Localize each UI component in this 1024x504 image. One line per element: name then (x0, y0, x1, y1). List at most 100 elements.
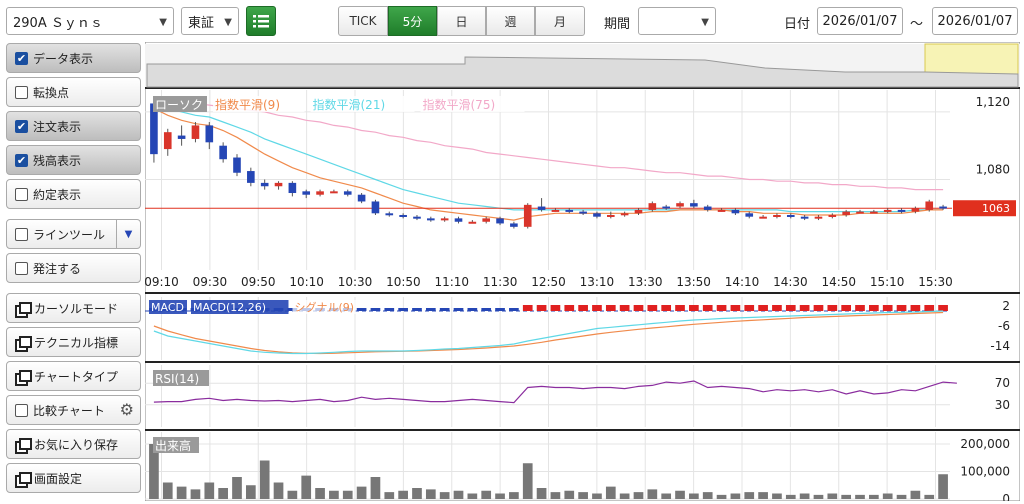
sidebar-item-place-order[interactable]: 発注する (6, 253, 141, 283)
candle (357, 194, 366, 202)
x-tick-label: 12:50 (531, 275, 566, 289)
volume-bar (149, 444, 159, 499)
volume-bar (259, 460, 270, 499)
period-5min-label: 5分 (402, 14, 423, 29)
volume-bar (301, 475, 312, 499)
macd-histogram-bar (730, 305, 741, 311)
legend-bg (213, 96, 305, 112)
sidebar-item-line-tool[interactable]: ラインツール ▼ (6, 219, 141, 249)
legend-bg (153, 370, 209, 386)
volume-bar (661, 493, 672, 499)
sidebar-item-turning-point[interactable]: 転換点 (6, 77, 141, 107)
candle (773, 214, 781, 217)
chevron-down-icon: ▼ (224, 17, 232, 28)
candle (883, 209, 892, 212)
sidebar-item-label: 約定表示 (33, 187, 82, 202)
price-tick-label: 1,120 (976, 95, 1010, 109)
period-range-select[interactable]: ▼ (638, 7, 716, 35)
macd-line (153, 310, 944, 355)
rsi-tick-label: 70 (995, 376, 1010, 390)
sidebar-item-save-favorite[interactable]: お気に入り保存 (6, 429, 141, 459)
sidebar-item-compare-chart[interactable]: 比較チャート ⚙ (6, 395, 141, 425)
macd-histogram-bar (536, 305, 547, 311)
candle (662, 206, 670, 209)
sidebar-item-label: データ表示 (33, 51, 94, 66)
volume-bar (342, 490, 353, 499)
sidebar-item-screen-settings[interactable]: 画面設定 (6, 463, 141, 493)
legend-bg (153, 96, 207, 112)
x-tick-label: 09:50 (241, 275, 276, 289)
sidebar-item-label: 転換点 (33, 85, 70, 100)
legend-bg (310, 96, 415, 112)
macd-histogram-bar (896, 305, 907, 311)
sidebar-item-balance-display[interactable]: ✔ 残高表示 (6, 145, 141, 175)
volume-bar (522, 463, 533, 499)
date-to-field[interactable]: 2026/01/07 (932, 7, 1018, 35)
candle (856, 211, 864, 214)
candle (316, 191, 324, 195)
macd-histogram-bar (619, 305, 630, 311)
market-select[interactable]: 東証 ▼ (181, 7, 239, 35)
sidebar-item-execution-display[interactable]: 約定表示 (6, 179, 141, 209)
gear-icon[interactable]: ⚙ (119, 400, 134, 419)
volume-tick-label: 0 (1002, 492, 1010, 501)
period-month-button[interactable]: 月 (535, 6, 585, 36)
volume-bar (190, 489, 201, 499)
x-tick-label: 15:10 (870, 275, 905, 289)
candle (413, 216, 421, 219)
sidebar-item-label: 比較チャート (33, 403, 105, 418)
sidebar-item-technical-indicator[interactable]: テクニカル指標 (6, 327, 141, 357)
list-menu-button[interactable] (246, 6, 276, 36)
macd-histogram-bar (481, 308, 492, 311)
candle (523, 204, 532, 227)
volume-bar (162, 482, 173, 499)
sidebar-item-label: 残高表示 (33, 153, 82, 168)
x-tick-label: 09:10 (145, 275, 179, 289)
macd-histogram-bar (744, 305, 755, 311)
legend-rsi-label: RSI(14) (155, 372, 199, 386)
line-tool-dropdown-icon[interactable]: ▼ (116, 220, 140, 248)
volume-bar (398, 490, 408, 499)
volume-bar (564, 490, 575, 499)
candle (191, 125, 200, 139)
macd-histogram-bar (384, 308, 395, 311)
legend-main-label: 指数平滑(21) (313, 97, 386, 112)
macd-histogram-bar (855, 305, 865, 311)
checkbox-checked-icon: ✔ (15, 51, 28, 65)
macd-histogram-bar (910, 305, 921, 311)
period-range-label: 期間 (604, 17, 631, 32)
checkbox-checked-icon: ✔ (15, 119, 28, 133)
candle (648, 203, 657, 210)
candle (939, 206, 947, 209)
sidebar-item-data-display[interactable]: ✔ データ表示 (6, 43, 141, 73)
candle (634, 209, 643, 214)
navigator-area (146, 56, 1019, 88)
x-tick-label: 11:30 (483, 275, 518, 289)
sidebar-item-chart-type[interactable]: チャートタイプ (6, 361, 141, 391)
candle (454, 218, 463, 222)
candle (219, 145, 227, 160)
period-5min-button[interactable]: 5分 (388, 6, 437, 36)
macd-histogram-bar (841, 305, 852, 311)
candle (676, 203, 684, 207)
macd-histogram-bar (564, 305, 575, 311)
period-tick-button[interactable]: TICK (338, 6, 388, 36)
macd-histogram-bar (356, 308, 367, 311)
symbol-select[interactable]: 290A Ｓｙｎｓ ▼ (6, 7, 174, 35)
navigator (145, 43, 1020, 88)
candle (814, 216, 823, 219)
volume-bar (218, 488, 228, 499)
period-week-button[interactable]: 週 (486, 6, 535, 36)
sidebar-item-cursor-mode[interactable]: カーソルモード (6, 293, 141, 323)
x-tick-label: 10:30 (338, 275, 373, 289)
volume-bar (633, 492, 644, 499)
volume-bar (785, 494, 796, 499)
period-day-button[interactable]: 日 (437, 6, 486, 36)
date-from-field[interactable]: 2026/01/07 (817, 7, 903, 35)
candle (482, 218, 491, 222)
chevron-down-icon: ▼ (159, 17, 167, 28)
chart-area[interactable]: 09:10 09:30 09:50 10:10 10:30 10:50 11:10 11:30… (144, 41, 1021, 504)
sidebar-item-order-display[interactable]: ✔ 注文表示 (6, 111, 141, 141)
chart-svg[interactable]: 09:10 09:30 09:50 10:10 10:30 10:50 11:10 11:30… (144, 41, 1021, 504)
volume-bar (758, 492, 768, 499)
